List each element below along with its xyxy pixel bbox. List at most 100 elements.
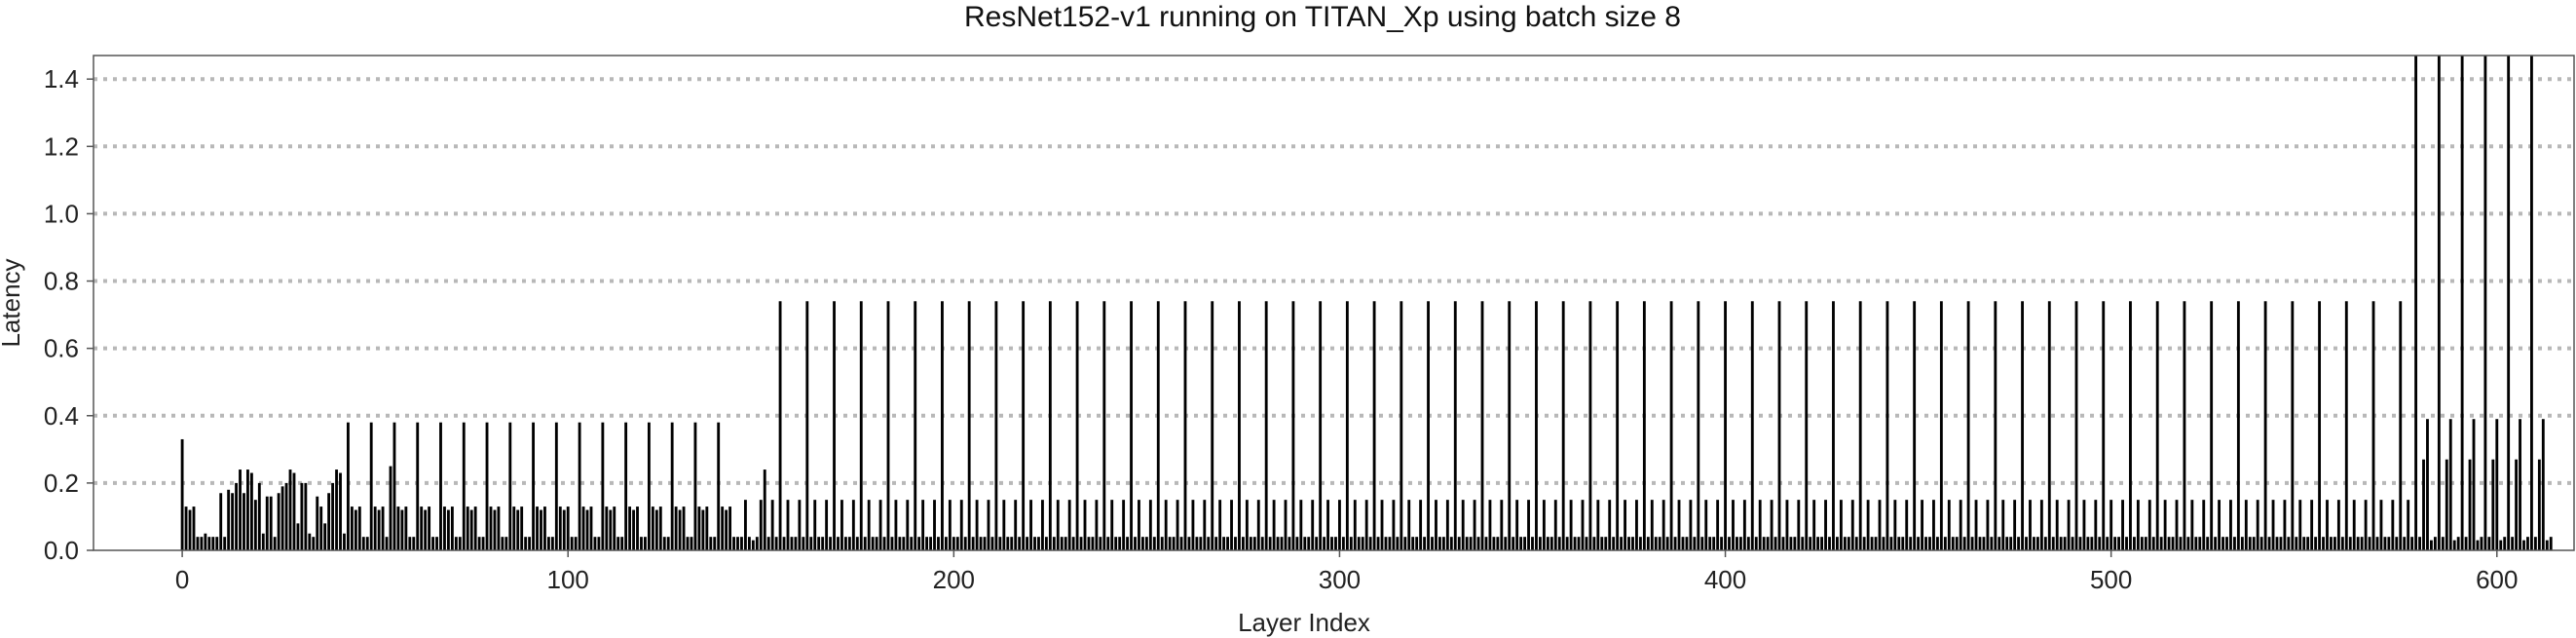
bar-214 xyxy=(1006,537,1010,550)
bar-168 xyxy=(829,537,832,550)
bar-25 xyxy=(277,493,280,550)
bar-466 xyxy=(1978,537,1982,550)
bar-421 xyxy=(1805,301,1809,550)
bar-148 xyxy=(751,540,755,550)
bar-271 xyxy=(1226,537,1229,550)
bar-336 xyxy=(1476,537,1480,550)
bar-262 xyxy=(1191,500,1195,550)
bar-34 xyxy=(312,537,316,550)
bar-160 xyxy=(798,500,802,550)
bar-601 xyxy=(2499,540,2503,550)
bar-273 xyxy=(1234,537,1237,550)
bar-170 xyxy=(837,537,840,550)
bar-124 xyxy=(658,507,662,550)
bar-254 xyxy=(1160,537,1164,550)
bar-46 xyxy=(357,507,361,550)
bar-172 xyxy=(843,537,847,550)
bar-202 xyxy=(959,500,963,550)
bar-32 xyxy=(304,482,308,550)
bar-550 xyxy=(2302,537,2306,550)
bar-319 xyxy=(1411,537,1415,550)
bar-553 xyxy=(2314,537,2318,550)
bar-11 xyxy=(223,537,227,550)
bar-154 xyxy=(774,537,778,550)
bar-182 xyxy=(882,537,886,550)
bar-52 xyxy=(381,507,385,550)
bar-372 xyxy=(1616,301,1620,550)
bar-250 xyxy=(1144,537,1148,550)
bar-522 xyxy=(2194,537,2198,550)
bar-16 xyxy=(243,493,245,550)
bar-557 xyxy=(2330,537,2333,550)
bar-376 xyxy=(1631,537,1634,550)
bar-119 xyxy=(640,537,643,550)
bar-459 xyxy=(1951,537,1955,550)
y-tick-label-5: 1.0 xyxy=(44,199,79,228)
bar-406 xyxy=(1746,537,1750,550)
bar-249 xyxy=(1140,537,1144,550)
bar-272 xyxy=(1230,500,1233,550)
bar-143 xyxy=(732,537,735,550)
bar-598 xyxy=(2487,537,2491,550)
bar-209 xyxy=(987,500,990,550)
bar-135 xyxy=(701,509,705,550)
bar-14 xyxy=(235,482,238,550)
bar-479 xyxy=(2029,500,2032,550)
bar-416 xyxy=(1785,500,1789,550)
bar-245 xyxy=(1126,537,1130,550)
bar-350 xyxy=(1531,537,1534,550)
bar-22 xyxy=(265,496,269,550)
bar-58 xyxy=(404,507,408,550)
bar-193 xyxy=(925,537,929,550)
bar-448 xyxy=(1909,537,1913,550)
bar-540 xyxy=(2263,301,2267,550)
bar-5 xyxy=(200,537,204,550)
x-tick-label-1: 100 xyxy=(547,565,589,594)
bar-61 xyxy=(416,422,420,550)
bar-437 xyxy=(1866,500,1870,550)
bar-547 xyxy=(2291,301,2295,550)
bar-59 xyxy=(408,537,412,550)
bar-49 xyxy=(369,422,373,550)
bar-411 xyxy=(1766,537,1770,550)
bar-127 xyxy=(670,422,674,550)
bar-216 xyxy=(1014,500,1018,550)
bar-543 xyxy=(2275,537,2279,550)
bar-451 xyxy=(1921,500,1923,550)
y-tick-label-2: 0.4 xyxy=(44,401,79,431)
bar-443 xyxy=(1889,537,1893,550)
bar-325 xyxy=(1435,500,1437,550)
bar-314 xyxy=(1392,500,1396,550)
bar-40 xyxy=(335,469,338,550)
bar-609 xyxy=(2530,56,2533,550)
bar-388 xyxy=(1677,500,1681,550)
bar-21 xyxy=(261,533,265,550)
bar-281 xyxy=(1264,301,1268,550)
bar-62 xyxy=(420,507,424,550)
bar-71 xyxy=(454,537,458,550)
bar-204 xyxy=(967,301,971,550)
bar-261 xyxy=(1187,537,1191,550)
bar-361 xyxy=(1573,537,1577,550)
bar-57 xyxy=(400,509,404,550)
bar-329 xyxy=(1449,537,1453,550)
bar-530 xyxy=(2225,537,2228,550)
bar-328 xyxy=(1445,500,1449,550)
bar-405 xyxy=(1742,500,1746,550)
bar-246 xyxy=(1130,301,1133,550)
bar-36 xyxy=(319,507,323,550)
bar-323 xyxy=(1427,301,1430,550)
bar-144 xyxy=(736,537,739,550)
bar-584 xyxy=(2433,537,2437,550)
bar-226 xyxy=(1052,537,1056,550)
bar-277 xyxy=(1249,537,1252,550)
bar-33 xyxy=(308,533,312,550)
bar-231 xyxy=(1071,537,1075,550)
bar-30 xyxy=(296,523,300,550)
bar-498 xyxy=(2102,301,2106,550)
bar-497 xyxy=(2098,537,2102,550)
bar-600 xyxy=(2495,419,2499,550)
bar-578 xyxy=(2410,537,2414,550)
bar-263 xyxy=(1195,537,1199,550)
